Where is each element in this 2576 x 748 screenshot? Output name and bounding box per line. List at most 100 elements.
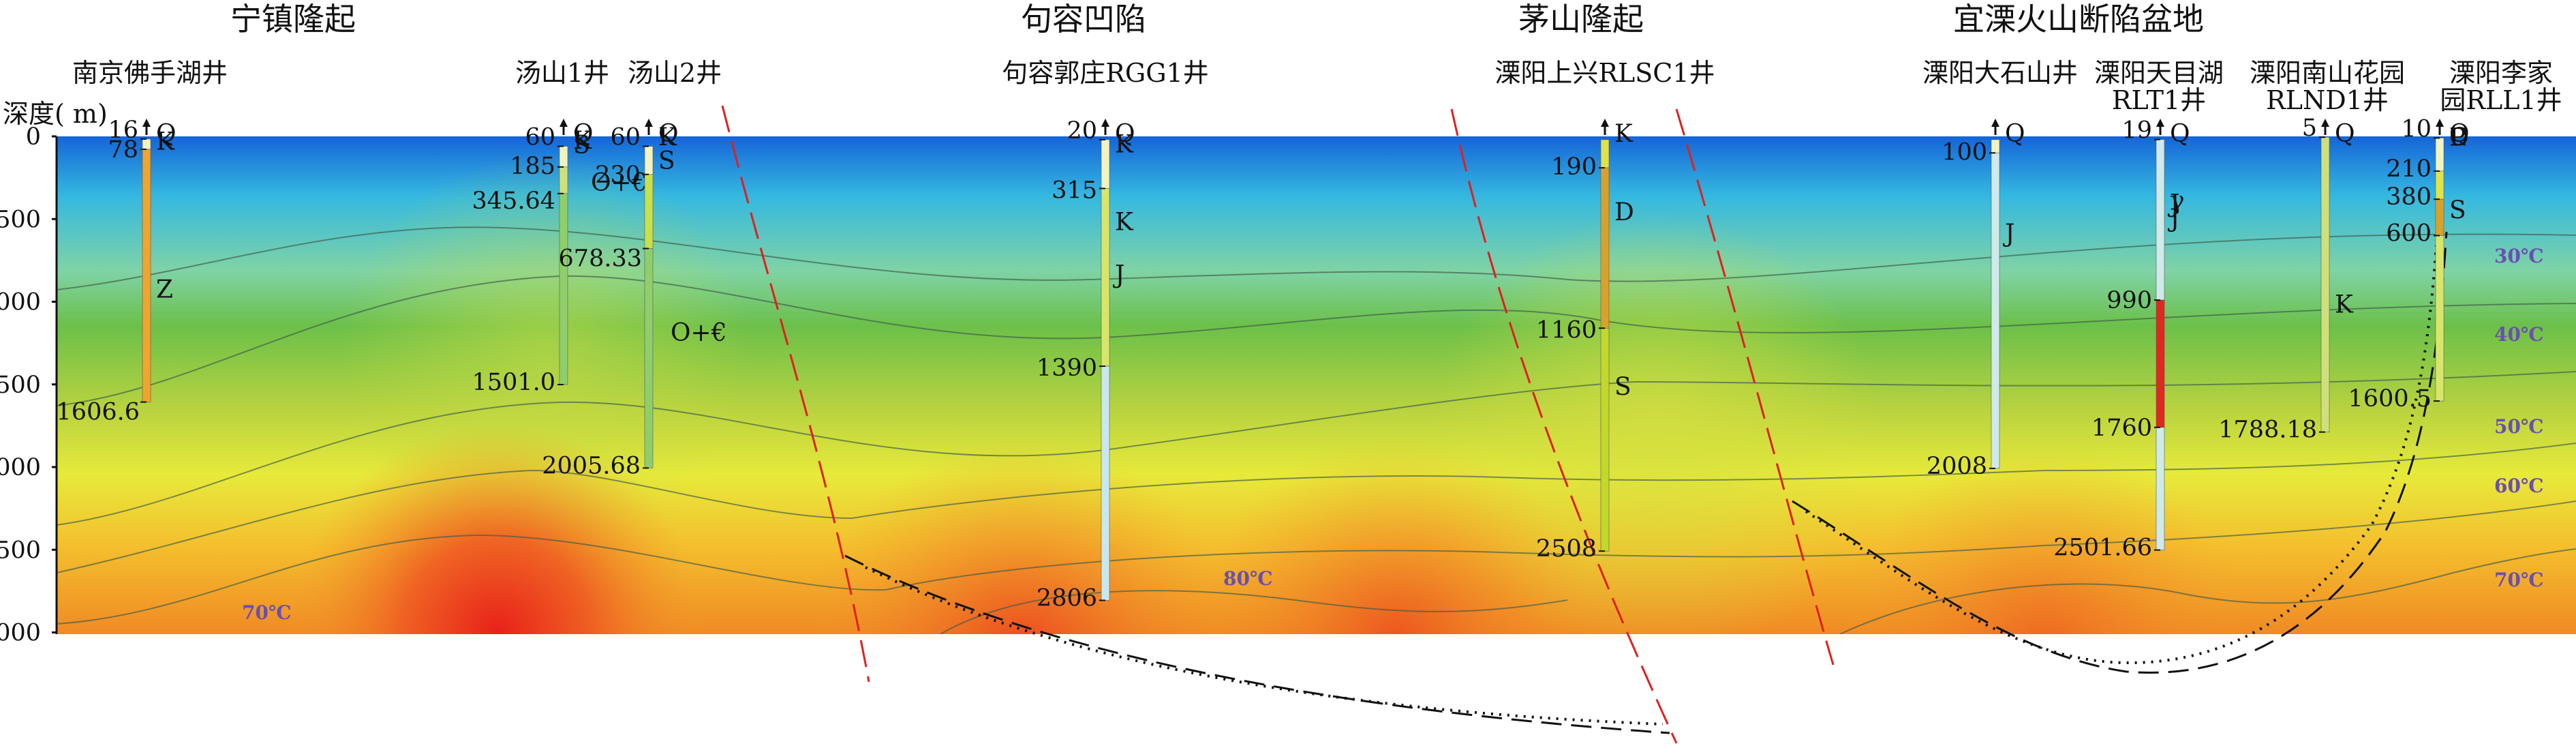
- well-depth-label: 20: [1067, 117, 1097, 145]
- stratum-label: K: [2335, 290, 2354, 318]
- temperature-field: [57, 136, 2576, 634]
- isotherm-label-30: 30℃: [2494, 245, 2544, 267]
- borehole-segment: [2156, 139, 2165, 301]
- basin-boundary: [844, 231, 2448, 734]
- isotherm-label-40: 40℃: [2494, 323, 2544, 346]
- well-name: 园RLL1井: [2440, 85, 2562, 115]
- borehole-segment: [142, 138, 151, 150]
- well-depth-label: 345.64: [472, 188, 555, 215]
- stratum-label: γ: [2170, 187, 2185, 215]
- isotherm-label-50: 50℃: [2494, 415, 2544, 438]
- well-depth-label: 5: [2302, 115, 2317, 142]
- stratum-label: J: [2002, 220, 2014, 248]
- borehole-segment: [559, 166, 568, 194]
- well-depth-label: 100: [1942, 138, 1987, 166]
- well-w6: 溧阳大石山井 100 2008 Q J: [1922, 58, 2078, 480]
- well-name: 溧阳大石山井: [1922, 58, 2078, 88]
- well-depth-label: 678.33: [559, 245, 642, 272]
- borehole-segment: [644, 174, 654, 249]
- stratum-label: K: [156, 128, 175, 155]
- stratum-label: Q: [573, 120, 594, 148]
- fault-lines: [721, 105, 1835, 744]
- stratum-label: S: [573, 132, 590, 160]
- up-arrow-icon: [2321, 119, 2329, 127]
- borehole-segment: [1600, 167, 1610, 329]
- stratum-label: K: [1115, 131, 1134, 159]
- borehole-segment: [2156, 427, 2165, 550]
- stratum-label: Z: [156, 276, 173, 304]
- stratum-label: Q: [2449, 120, 2470, 148]
- well-depth-label: 2508: [1536, 535, 1597, 563]
- region-maoshan-uplift: 茅山隆起: [1518, 1, 1644, 38]
- well-name: RLND1井: [2266, 85, 2389, 115]
- borehole-segment: [142, 149, 151, 402]
- isotherm-label-60: 60℃: [2494, 475, 2544, 497]
- stratum-label: S: [2449, 196, 2466, 224]
- stratum-label: Q: [1115, 120, 1135, 148]
- stratum-label: O+€: [671, 319, 727, 347]
- up-arrow-icon: [559, 119, 568, 127]
- well-depth-label: 1606.6: [57, 399, 140, 426]
- borehole-segment: [2435, 198, 2444, 236]
- up-arrow-icon: [1601, 119, 1609, 127]
- well-depth-label: 1390: [1037, 355, 1097, 382]
- stratum-label: Q: [658, 120, 679, 148]
- up-arrow-icon: [1991, 119, 1999, 127]
- stratum-label: Q: [2005, 120, 2025, 148]
- isotherm-label-70-left: 70℃: [242, 601, 292, 624]
- borehole-segment: [2320, 136, 2330, 432]
- borehole-segment: [1101, 365, 1110, 601]
- well-depth-label: 1760: [2091, 415, 2152, 442]
- stratum-label: P: [2449, 124, 2466, 152]
- well-name: RLT1井: [2112, 85, 2206, 115]
- isotherm-lines: [57, 226, 2576, 634]
- well-depth-label: 380: [2386, 183, 2432, 211]
- well-name: 汤山1井: [515, 58, 609, 88]
- stratum-label: C: [2449, 124, 2468, 152]
- well-depth-label: 190: [1551, 153, 1597, 181]
- well-w5: 溧阳上兴RLSC1井 190 1160 2508 K D S: [1494, 58, 1715, 563]
- borehole-segment: [1991, 139, 2000, 153]
- borehole-segment: [559, 146, 568, 168]
- well-name: 溧阳上兴RLSC1井: [1494, 58, 1715, 88]
- borehole-segment: [1101, 139, 1110, 189]
- isotherm-label-80: 80℃: [1223, 567, 1273, 590]
- well-name: 溧阳李家: [2449, 58, 2553, 88]
- borehole-segment: [2435, 138, 2444, 172]
- depth-tick-label: 2000: [0, 454, 41, 481]
- borehole-segment: [2435, 170, 2444, 200]
- well-depth-label: 990: [2106, 287, 2152, 314]
- depth-tick-label: 1000: [0, 289, 41, 316]
- well-depth-label: 2501.66: [2053, 535, 2152, 562]
- stratum-label: J: [2167, 190, 2179, 218]
- well-depth-label: 1160: [1536, 316, 1597, 344]
- region-yili-volcanic-basin: 宜溧火山断陷盆地: [1953, 1, 2204, 38]
- wells-layer: 南京佛手湖井16781606.6QKZ汤山1井60185345.641501.0…: [57, 58, 2562, 612]
- borehole-segment: [1991, 152, 2000, 469]
- well-depth-label: 60: [610, 124, 641, 151]
- well-name: 溧阳天目湖: [2094, 58, 2224, 88]
- borehole-segment: [644, 248, 654, 468]
- stratum-label: K: [573, 127, 592, 155]
- well-depth-label: 1501.0: [472, 369, 555, 396]
- depth-axis: 0 500 1000 1500 2000 2500 3000: [0, 123, 58, 647]
- stratum-label: O+€: [591, 169, 647, 197]
- up-arrow-icon: [2436, 119, 2444, 127]
- stratum-label: Q: [156, 120, 177, 148]
- up-arrow-icon: [2156, 119, 2164, 127]
- well-depth-label: 1600.5: [2348, 385, 2432, 413]
- well-depth-label: 60: [525, 124, 555, 151]
- isotherm-labels: 30℃ 40℃ 50℃ 60℃ 70℃ 70℃ 80℃: [242, 245, 2544, 624]
- depth-tick-label: 2500: [0, 537, 41, 564]
- up-arrow-icon: [645, 119, 653, 127]
- isotherm-label-70-right: 70℃: [2494, 569, 2544, 591]
- stratum-label: D: [1614, 198, 1634, 226]
- depth-tick-label: 0: [26, 123, 41, 151]
- well-depth-label: 600: [2386, 220, 2432, 248]
